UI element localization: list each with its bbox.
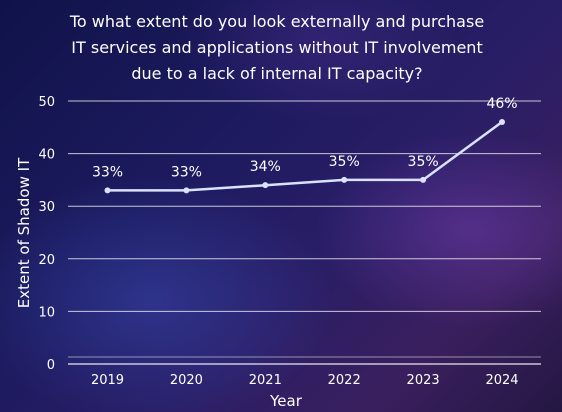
- data-label: 35%: [329, 154, 360, 170]
- data-label: 34%: [250, 159, 281, 175]
- y-tick-label: 50: [38, 95, 55, 110]
- data-point: [499, 119, 505, 126]
- data-label: 33%: [171, 164, 202, 180]
- x-axis-title: Year: [269, 392, 303, 410]
- data-label: 33%: [92, 164, 123, 180]
- data-points: [104, 119, 505, 194]
- y-tick-label: 40: [38, 148, 55, 163]
- y-tick-label: 0: [47, 358, 55, 373]
- data-point: [341, 176, 348, 183]
- y-axis-title: Extent of Shadow IT: [15, 157, 33, 308]
- chart-title: To what extent do you look externally an…: [69, 12, 484, 83]
- y-tick-label: 20: [38, 253, 55, 268]
- chart-title-line-2: IT services and applications without IT …: [71, 38, 482, 57]
- chart-title-line-1: To what extent do you look externally an…: [69, 12, 484, 31]
- data-label: 35%: [408, 154, 439, 170]
- x-axis-ticks: 2019 2020 2021 2022 2023 2024: [91, 373, 519, 388]
- x-tick-label: 2024: [485, 373, 518, 388]
- x-tick-label: 2023: [407, 373, 440, 388]
- y-tick-label: 30: [38, 200, 55, 215]
- data-point: [183, 187, 190, 194]
- gridlines: [68, 100, 541, 365]
- data-labels: 33% 33% 34% 35% 35% 46%: [92, 96, 518, 180]
- x-tick-label: 2022: [328, 373, 361, 388]
- x-tick-label: 2019: [91, 373, 124, 388]
- y-tick-label: 10: [38, 305, 55, 320]
- y-axis-ticks: 0 10 20 30 40 50: [38, 95, 55, 373]
- x-tick-label: 2021: [249, 373, 282, 388]
- data-label: 46%: [486, 96, 517, 112]
- x-tick-label: 2020: [170, 373, 203, 388]
- chart-title-line-3: due to a lack of internal IT capacity?: [131, 64, 422, 83]
- data-point: [420, 176, 427, 183]
- series-line: [106, 120, 504, 192]
- data-point: [262, 182, 269, 189]
- data-point: [104, 187, 111, 194]
